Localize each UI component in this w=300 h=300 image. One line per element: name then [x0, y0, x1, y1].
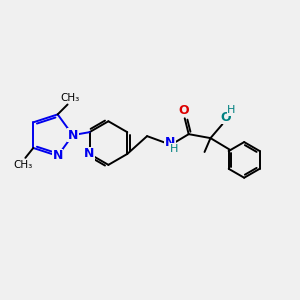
Text: H: H [169, 144, 178, 154]
Text: N: N [52, 149, 63, 162]
Text: N: N [68, 129, 78, 142]
Text: N: N [84, 148, 95, 160]
Text: N: N [165, 136, 175, 148]
Text: CH₃: CH₃ [14, 160, 33, 170]
Text: H: H [227, 105, 236, 116]
Text: CH₃: CH₃ [60, 93, 79, 103]
Text: O: O [220, 111, 231, 124]
Text: O: O [178, 104, 189, 117]
